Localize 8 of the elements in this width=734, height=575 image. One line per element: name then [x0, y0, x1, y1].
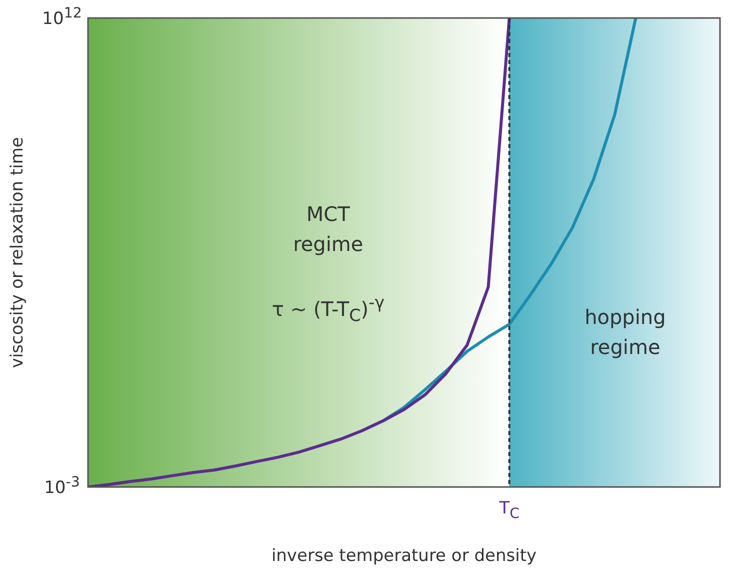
y-axis-title: viscosity or relaxation time — [8, 137, 28, 368]
x-axis-title: inverse temperature or density — [271, 546, 537, 566]
y-tick-label: 10$^{-3}$ — [44, 473, 80, 500]
y-tick-label: 10$^{12}$ — [42, 4, 82, 32]
annotation: MCT regime — [293, 201, 364, 258]
annotation: τ ~ (T-T$_{C}$)$^{-γ}$ — [272, 292, 384, 327]
x-tick-label: T$_{C}$ — [499, 498, 520, 524]
annotation: hopping regime — [584, 304, 666, 362]
